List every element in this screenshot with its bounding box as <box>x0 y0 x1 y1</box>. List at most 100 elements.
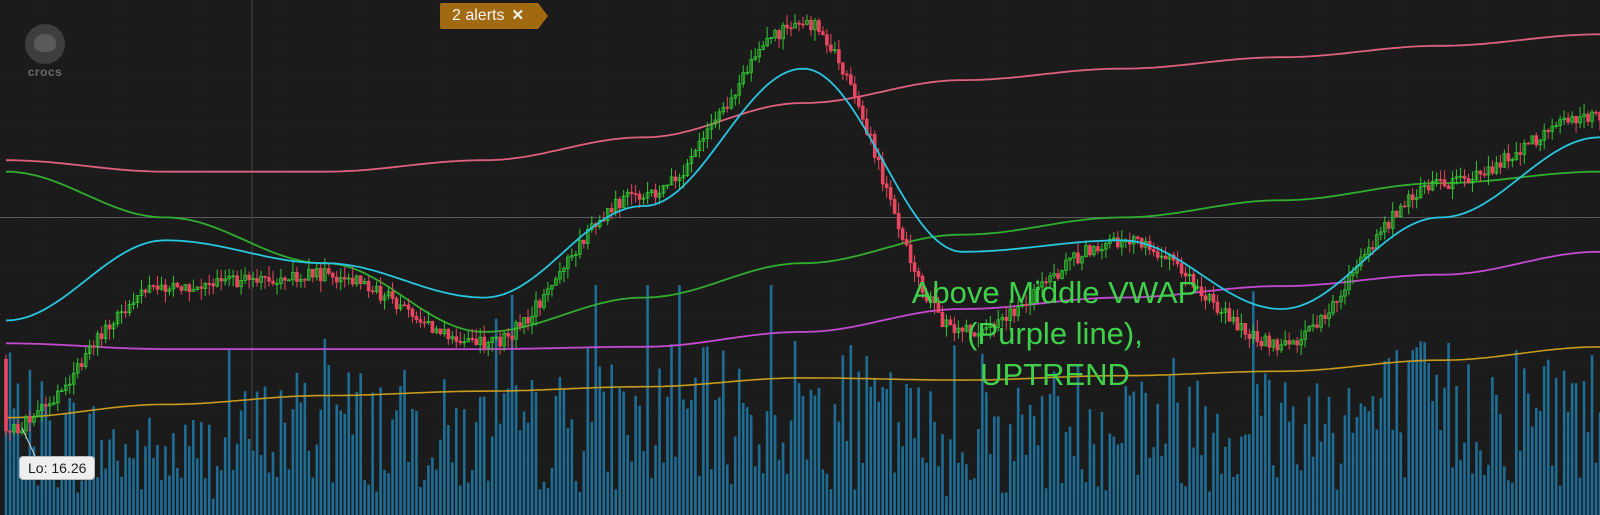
volume-bar <box>451 462 454 515</box>
volume-bar <box>263 386 267 515</box>
volume-bar <box>1367 411 1371 515</box>
volume-bar <box>510 294 514 515</box>
candle-up <box>1542 129 1547 141</box>
volume-bar <box>985 392 988 515</box>
alerts-button[interactable]: 2 alerts ✕ <box>440 3 549 29</box>
volume-bar <box>1140 381 1144 515</box>
volume-bar <box>474 422 478 515</box>
candle-up <box>761 45 765 50</box>
volume-bar <box>1279 402 1283 515</box>
candle-down <box>904 239 909 246</box>
volume-bar <box>447 425 450 515</box>
volume-bar <box>965 464 968 515</box>
candle-down <box>1247 333 1252 339</box>
candle-up <box>1092 246 1096 256</box>
volume-bar <box>1120 443 1124 515</box>
candle-up <box>450 336 455 340</box>
volume-bar <box>865 355 869 515</box>
candle-down <box>350 277 355 285</box>
candle-up <box>1108 238 1112 244</box>
volume-bar <box>889 372 892 515</box>
volume-bar <box>351 434 354 515</box>
candle-down <box>1478 170 1483 175</box>
candle-down <box>916 270 921 277</box>
candle-up <box>562 268 566 272</box>
candle-up <box>976 332 981 337</box>
volume-bar <box>1028 404 1032 515</box>
candle-up <box>215 278 220 287</box>
candle-down <box>358 275 363 285</box>
volume-bar <box>56 487 60 515</box>
volume-bar <box>1112 436 1116 515</box>
volume-bar <box>124 444 127 515</box>
candle-down <box>370 290 375 293</box>
candle-down <box>319 268 323 282</box>
candle-down <box>330 272 335 278</box>
candle-up <box>765 38 769 47</box>
candle-up <box>1363 253 1367 258</box>
candle-up <box>586 229 590 244</box>
volume-bar <box>76 492 80 515</box>
volume-bar <box>753 466 757 515</box>
volume-bar <box>431 457 434 515</box>
candle-up <box>757 49 761 58</box>
volume-bar <box>797 383 801 515</box>
volume-bar <box>1379 398 1383 515</box>
volume-bar <box>1311 456 1315 515</box>
volume-bar <box>1176 402 1179 515</box>
volume-bar <box>877 401 881 515</box>
volume-bar <box>917 387 920 515</box>
volume-bar <box>614 489 618 515</box>
candle-down <box>1506 153 1511 162</box>
candle-down <box>1566 117 1570 123</box>
volume-bar <box>60 478 64 515</box>
volume-bar <box>331 482 335 515</box>
candle-up <box>1470 179 1475 184</box>
candle-down <box>1243 323 1248 335</box>
volume-bar <box>211 498 215 515</box>
volume-bar <box>295 372 299 515</box>
volume-bar <box>403 369 406 515</box>
volume-bar <box>490 436 494 515</box>
candle-up <box>12 424 16 433</box>
volume-bar <box>1395 350 1399 515</box>
candle-down <box>143 289 148 293</box>
volume-bar <box>1359 403 1363 515</box>
volume-bar <box>506 388 510 515</box>
candle-up <box>741 72 746 85</box>
candle-down <box>303 278 307 281</box>
volume-bar <box>1244 434 1247 515</box>
candle-down <box>637 193 642 200</box>
volume-bar <box>1427 363 1430 515</box>
volume-bar <box>1387 358 1391 515</box>
candle-up <box>299 278 303 282</box>
candle-down <box>1315 324 1319 328</box>
volume-bar <box>1483 475 1486 515</box>
candle-up <box>1068 257 1072 261</box>
volume-bar <box>1184 486 1187 515</box>
candle-up <box>1064 259 1068 271</box>
candle-up <box>374 285 379 292</box>
volume-bar <box>1459 460 1462 515</box>
close-icon[interactable]: ✕ <box>511 7 525 24</box>
candle-down <box>446 328 451 340</box>
volume-bar <box>1020 414 1024 515</box>
volume-bar <box>1443 387 1446 515</box>
volume-bar <box>160 480 163 515</box>
volume-bar <box>869 386 873 515</box>
candle-up <box>1263 335 1268 347</box>
volume-bar <box>538 489 542 515</box>
volume-bar <box>913 438 916 515</box>
volume-bar <box>140 489 143 515</box>
candle-down <box>406 304 411 310</box>
candle-down <box>936 302 941 313</box>
volume-bar <box>729 484 733 515</box>
candle-up <box>677 177 682 182</box>
candle-up <box>147 285 152 293</box>
volume-bar <box>853 489 857 515</box>
volume-bar <box>28 369 32 515</box>
volume-bar <box>191 420 195 515</box>
candle-up <box>1458 175 1463 178</box>
candle-up <box>1434 179 1439 182</box>
